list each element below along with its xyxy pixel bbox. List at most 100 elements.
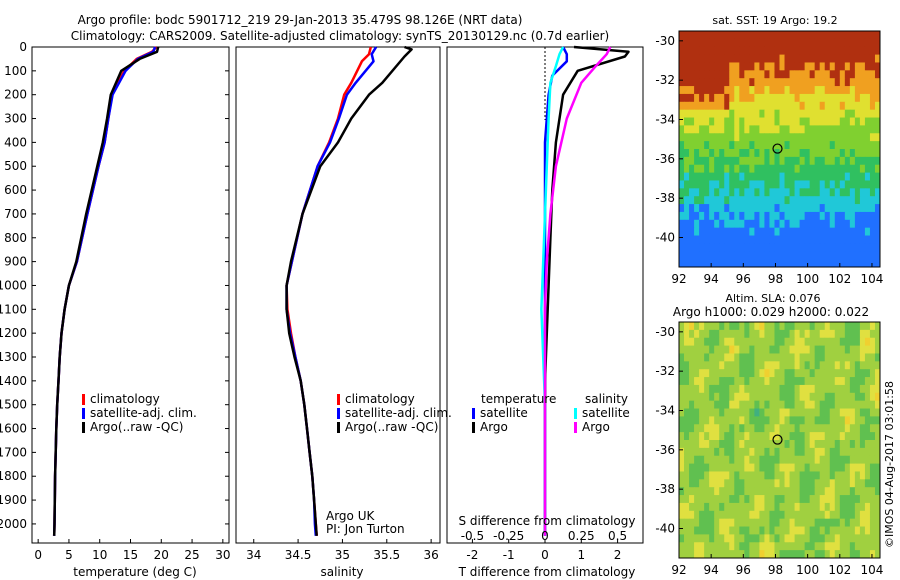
sst-map-cell xyxy=(734,180,740,189)
sla-map-cell xyxy=(724,345,730,354)
sla-map-cell xyxy=(779,542,785,551)
sla-map-cell xyxy=(759,345,765,354)
sla-map-cell xyxy=(819,534,826,543)
sst-map-cell xyxy=(794,133,801,142)
sla-map-cell xyxy=(864,542,871,551)
sst-map-cell xyxy=(749,31,755,40)
sst-map-cell xyxy=(824,78,831,87)
sst-map-cell xyxy=(809,156,816,166)
sst-map-cell xyxy=(774,46,780,55)
sst-map-cell xyxy=(769,62,775,71)
sst-map-cell xyxy=(719,117,725,126)
sst-map-cell xyxy=(699,251,705,260)
sla-map-cell xyxy=(869,369,876,378)
sst-map-cell xyxy=(734,259,740,268)
sst-map-cell xyxy=(709,235,715,244)
sla-map-cell xyxy=(744,416,750,425)
sla-map-cell xyxy=(874,361,881,370)
sst-map-lat-label: -34 xyxy=(655,113,675,127)
sst-map-cell xyxy=(834,243,841,252)
sla-map-cell xyxy=(694,424,700,433)
sst-map-cell xyxy=(749,211,755,221)
sla-map-cell xyxy=(834,384,841,394)
sst-map-cell xyxy=(829,93,836,103)
sla-map-cell xyxy=(789,432,795,441)
sla-map-cell xyxy=(719,384,725,394)
sla-map-cell xyxy=(834,377,841,386)
sla-map-cell xyxy=(729,487,735,496)
sst-map-cell xyxy=(764,188,770,197)
sla-map-cell xyxy=(749,424,755,433)
sst-map-cell xyxy=(719,243,725,252)
sla-map-lat-label: -34 xyxy=(655,404,675,418)
sla-map-cell xyxy=(689,463,695,472)
sla-map-cell xyxy=(689,369,695,378)
sst-map-cell xyxy=(699,109,705,118)
sla-map-cell xyxy=(819,510,826,520)
sla-map-cell xyxy=(844,384,851,394)
sst-map-cell xyxy=(744,125,750,134)
sla-map-lat-label: -30 xyxy=(655,325,675,339)
sla-map-cell xyxy=(734,487,740,496)
sla-map-cell xyxy=(754,361,760,370)
sst-map-cell xyxy=(859,141,866,150)
sst-map-cell xyxy=(684,62,690,71)
sst-map-cell xyxy=(829,149,836,158)
sst-map-cell xyxy=(759,62,765,71)
sst-map-cell xyxy=(869,31,876,40)
sla-map-cell xyxy=(684,392,690,402)
sst-map-cell xyxy=(834,235,841,244)
sla-map-cell xyxy=(734,369,740,378)
legend-swatch xyxy=(82,408,85,419)
sla-map-cell xyxy=(874,440,881,449)
sla-map-cell xyxy=(719,322,725,331)
sla-map-cell xyxy=(699,526,705,535)
sst-map-cell xyxy=(734,149,740,158)
sst-map-cell xyxy=(814,117,821,126)
sst-map-cell xyxy=(764,78,770,87)
sst-map-cell xyxy=(699,101,705,111)
sla-map-cell xyxy=(839,542,846,551)
sst-map-cell xyxy=(719,211,725,221)
sst-map-cell xyxy=(794,172,801,181)
sst-map-cell xyxy=(794,156,801,166)
sst-map-cell xyxy=(694,204,700,213)
temperature-xtick-label: 10 xyxy=(92,548,107,562)
sst-map-cell xyxy=(684,54,690,63)
sla-map-cell xyxy=(679,369,685,378)
sla-map-cell xyxy=(834,361,841,370)
sst-map-cell xyxy=(854,196,861,205)
sst-map-cell xyxy=(714,38,720,48)
sla-map-cell xyxy=(874,479,881,488)
sst-map-cell xyxy=(799,31,806,40)
sst-map-cell xyxy=(739,251,745,260)
sla-map-cell xyxy=(809,392,816,402)
sst-map-cell xyxy=(849,93,856,103)
sst-map-cell xyxy=(859,86,866,95)
sla-map-cell xyxy=(709,400,715,409)
sst-map-cell xyxy=(869,125,876,134)
sla-map-cell xyxy=(779,392,785,402)
sla-map-cell xyxy=(784,526,790,535)
sla-map-cell xyxy=(869,542,876,551)
sst-map-cell xyxy=(679,188,685,197)
sla-map-cell xyxy=(759,322,765,331)
sst-map-cell xyxy=(834,196,841,205)
sst-map-cell xyxy=(694,117,700,126)
salinity-diff-tick-label: 0.5 xyxy=(608,529,627,543)
sst-map-cell xyxy=(779,38,785,48)
sla-map-cell xyxy=(724,400,730,409)
sla-map-cell xyxy=(769,345,775,354)
sst-map-cell xyxy=(749,219,755,229)
sst-map-cell xyxy=(754,109,760,118)
sla-map-cell xyxy=(744,392,750,402)
sla-map-cell xyxy=(864,534,871,543)
sla-map-cell xyxy=(754,463,760,472)
sst-map-cell xyxy=(759,211,765,221)
sst-map-cell xyxy=(744,227,750,236)
sla-map-cell xyxy=(679,502,685,512)
sla-map-cell xyxy=(779,526,785,535)
sst-map-cell xyxy=(759,109,765,118)
sst-map-cell xyxy=(839,156,846,166)
sla-map-cell xyxy=(684,447,690,457)
